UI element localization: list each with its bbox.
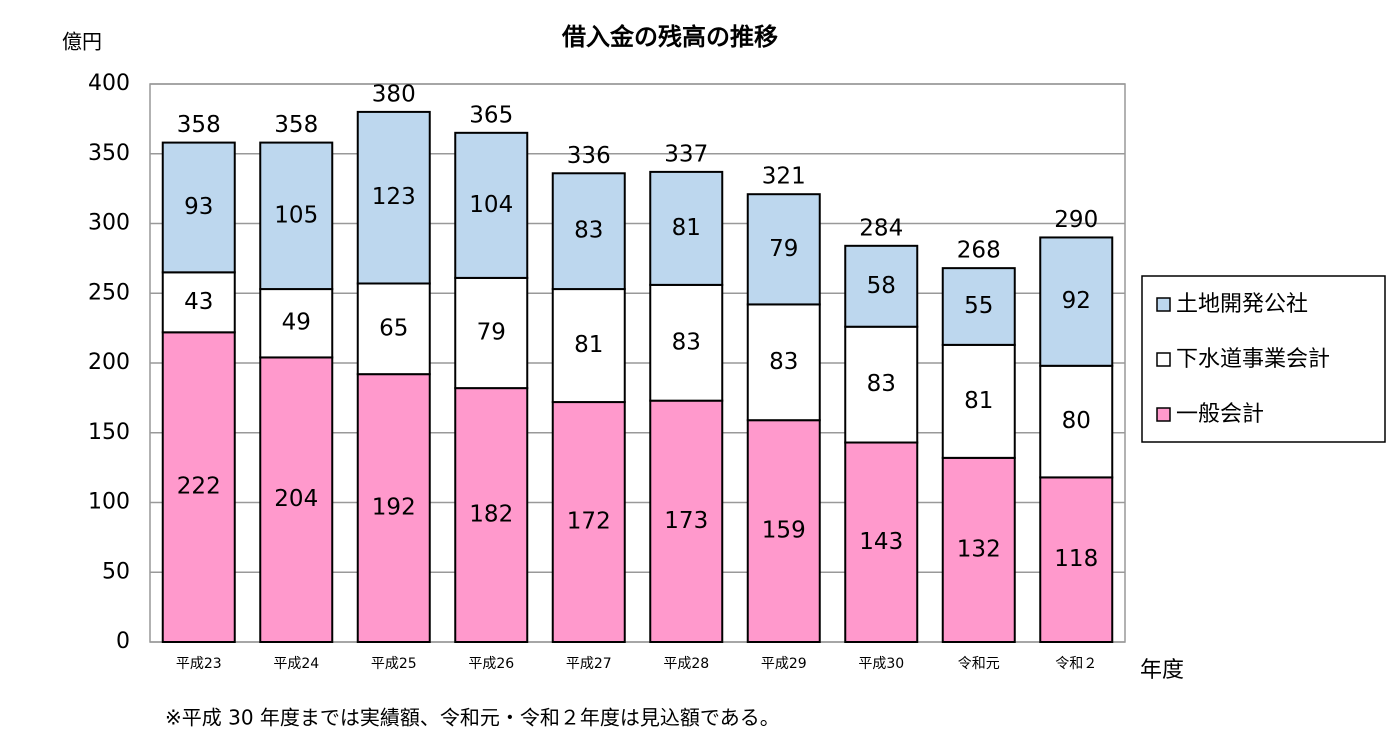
bar-segment [259, 141, 334, 291]
data-label: 58 [867, 273, 896, 299]
data-label: 83 [769, 349, 798, 375]
data-label: 43 [184, 289, 213, 315]
data-label: 143 [859, 529, 903, 555]
plot-border [149, 83, 1126, 643]
y-tick-label: 50 [102, 559, 130, 584]
data-label: 204 [274, 486, 318, 512]
data-label: 173 [664, 508, 708, 534]
data-label: 79 [477, 320, 506, 346]
data-label: 79 [769, 236, 798, 262]
legend-swatch [1156, 352, 1171, 367]
legend-label: 土地開発公社 [1176, 292, 1308, 317]
bar-segment [1039, 476, 1114, 644]
y-unit: 億円 [62, 30, 102, 54]
x-tick-label: 平成30 [858, 656, 904, 672]
data-label: 132 [957, 536, 1001, 562]
data-label: 172 [567, 509, 611, 535]
total-label: 358 [177, 112, 221, 138]
y-tick-label: 300 [88, 211, 130, 236]
total-label: 268 [957, 238, 1001, 264]
data-label: 182 [469, 502, 513, 528]
y-tick-label: 150 [88, 420, 130, 445]
bar-segment [1039, 236, 1114, 367]
y-tick-label: 0 [116, 629, 130, 654]
data-label: 93 [184, 194, 213, 220]
bar-segment [259, 288, 334, 359]
total-label: 290 [1054, 207, 1098, 233]
bar-segment [844, 325, 919, 444]
total-label: 284 [859, 215, 903, 241]
data-label: 65 [379, 315, 408, 341]
x-tick-label: 平成28 [663, 656, 709, 672]
data-label: 49 [282, 310, 311, 336]
total-label: 336 [567, 143, 611, 169]
legend-swatch [1156, 407, 1171, 422]
x-tick-label: 平成24 [273, 656, 319, 672]
data-label: 83 [672, 329, 701, 355]
data-label: 222 [177, 474, 221, 500]
data-label: 104 [469, 192, 513, 218]
y-tick-label: 400 [88, 71, 130, 96]
total-label: 365 [469, 102, 513, 128]
footnote: ※平成 30 年度までは実績額、令和元・令和２年度は見込額である。 [165, 706, 780, 730]
data-label: 81 [574, 332, 603, 358]
y-tick-label: 100 [88, 490, 130, 515]
total-label: 321 [762, 164, 806, 190]
y-tick-label: 250 [88, 280, 130, 305]
bar-segment [551, 172, 626, 291]
bar-segment [746, 303, 821, 422]
bar-segment [551, 401, 626, 643]
bar-segment [454, 276, 529, 390]
x-tick-label: 平成25 [371, 656, 417, 672]
data-label: 83 [574, 218, 603, 244]
bar-segment [941, 267, 1016, 346]
data-label: 123 [372, 184, 416, 210]
bar-segment [454, 131, 529, 279]
data-label: 83 [867, 371, 896, 397]
data-label: 105 [274, 202, 318, 228]
chart-title: 借入金の残高の推移 [561, 23, 778, 51]
total-label: 380 [372, 81, 416, 107]
bar-segment [649, 170, 724, 286]
bar-segment [551, 288, 626, 404]
y-tick-label: 350 [88, 141, 130, 166]
bar-segment [649, 283, 724, 402]
bar-segment [161, 331, 236, 643]
total-label: 337 [664, 141, 708, 167]
x-tick-label: 平成26 [468, 656, 514, 672]
x-tick-label: 令和２ [1055, 656, 1097, 672]
data-label: 159 [762, 518, 806, 544]
bar-segment [356, 373, 431, 643]
bar-segment [356, 110, 431, 285]
bar-segment [259, 356, 334, 643]
bar-segment [161, 141, 236, 274]
y-tick-label: 200 [88, 350, 130, 375]
bar-segment [746, 193, 821, 306]
data-label: 81 [964, 388, 993, 414]
x-tick-label: 令和元 [958, 656, 1000, 672]
x-tick-label: 平成29 [761, 656, 807, 672]
bar-segment [356, 282, 431, 376]
data-label: 192 [372, 495, 416, 521]
data-label: 81 [672, 215, 701, 241]
legend-label: 一般会計 [1176, 402, 1264, 427]
legend-box [1141, 275, 1386, 443]
data-label: 118 [1054, 546, 1098, 572]
x-tick-label: 平成27 [566, 656, 612, 672]
bar-segment [454, 387, 529, 643]
data-label: 55 [964, 293, 993, 319]
bar-segment [746, 419, 821, 643]
bar-segment [844, 244, 919, 328]
bar-segment [941, 343, 1016, 459]
total-label: 358 [274, 112, 318, 138]
x-tick-label: 平成23 [176, 656, 222, 672]
x-axis-label: 年度 [1140, 658, 1184, 683]
data-label: 92 [1062, 288, 1091, 314]
legend-label: 下水道事業会計 [1176, 347, 1330, 372]
legend-swatch [1156, 297, 1171, 312]
data-label: 80 [1062, 408, 1091, 434]
bar-segment [1039, 364, 1114, 479]
